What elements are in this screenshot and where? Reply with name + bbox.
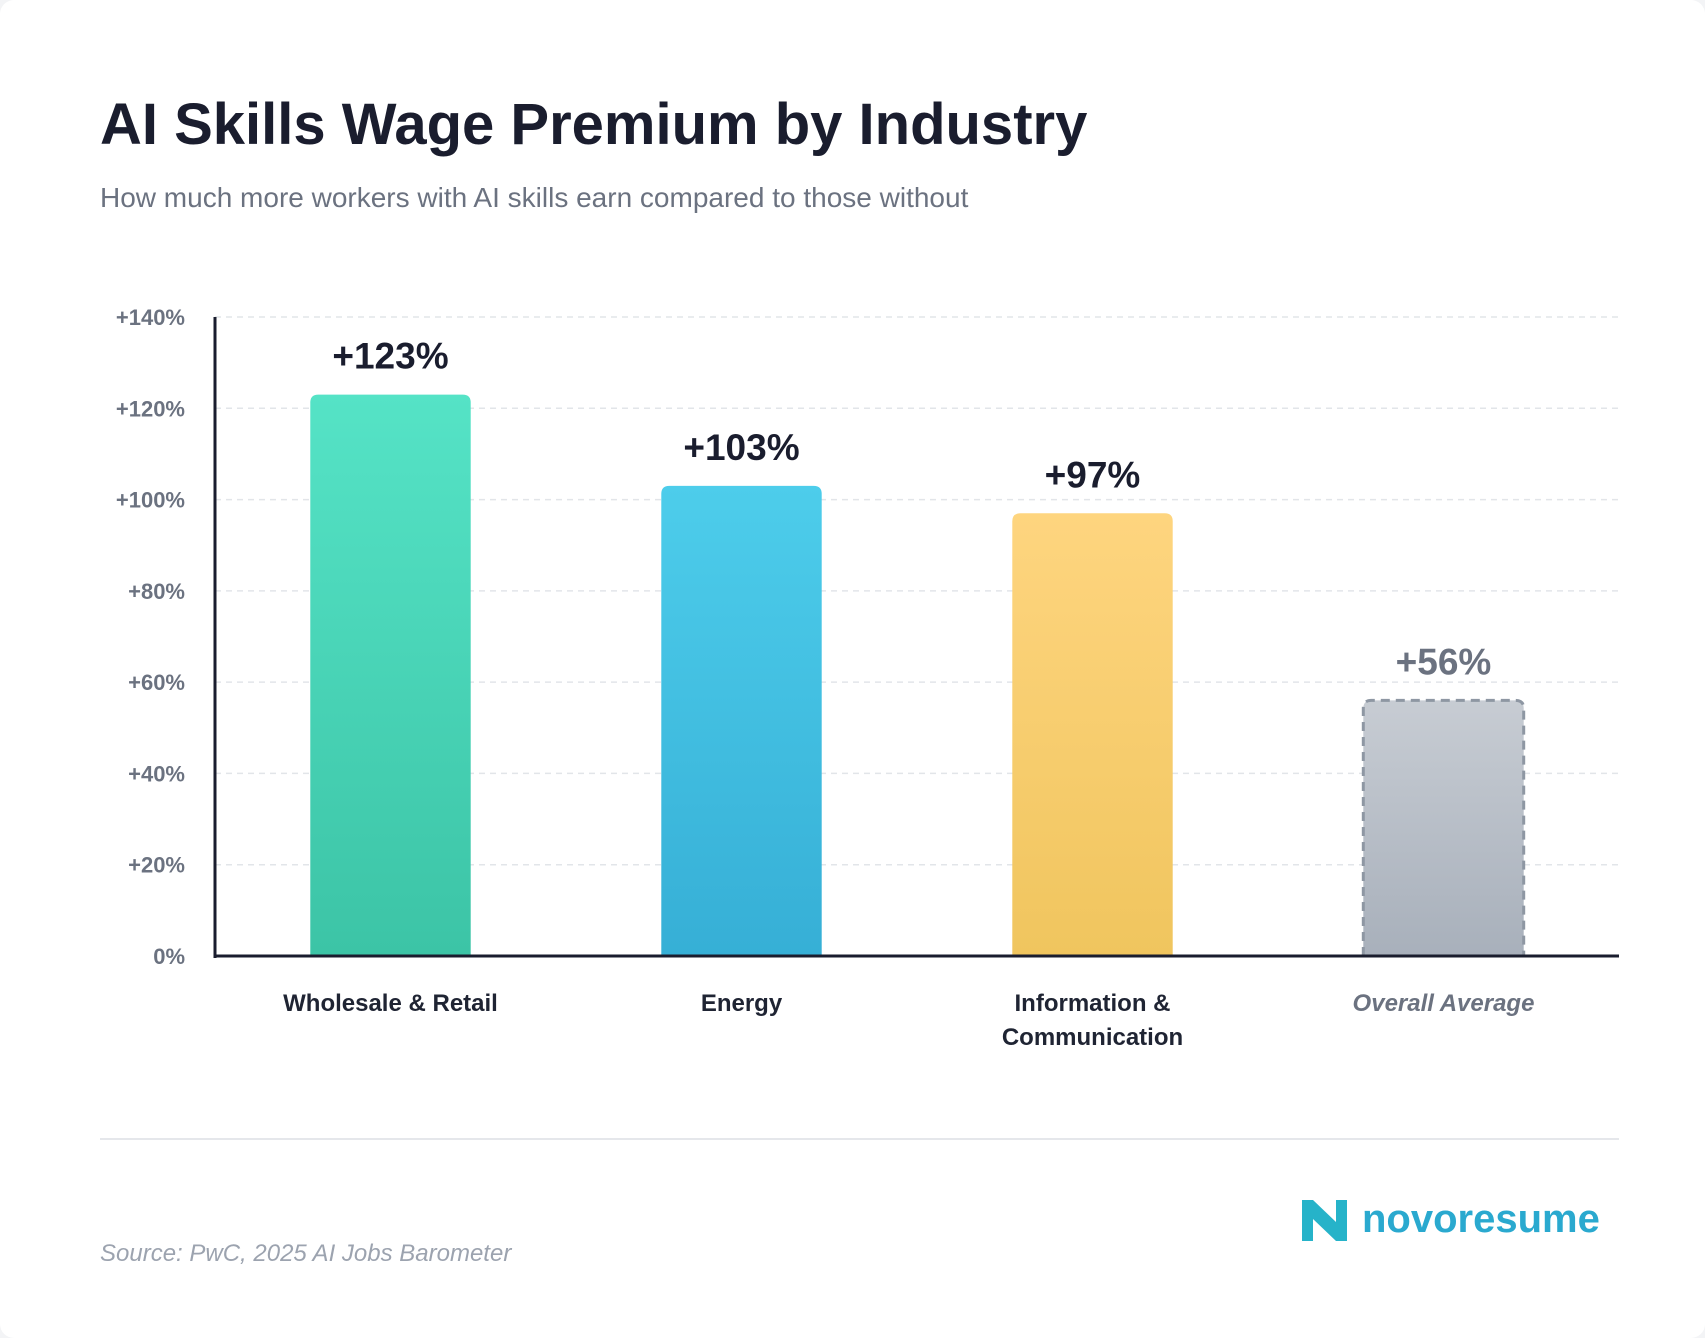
value-label: +56% bbox=[1396, 641, 1492, 682]
bar bbox=[1012, 513, 1173, 956]
logo-icon bbox=[1302, 1200, 1347, 1241]
bar bbox=[1361, 698, 1526, 956]
x-tick-label: Information & Communication bbox=[1001, 990, 1184, 1051]
chart-subtitle: How much more workers with AI skills ear… bbox=[100, 182, 969, 213]
bar bbox=[661, 485, 822, 956]
y-tick-label: +100% bbox=[116, 488, 185, 513]
value-label: +123% bbox=[332, 336, 448, 377]
value-label: +97% bbox=[1045, 454, 1141, 495]
brand-name: novoresume bbox=[1362, 1197, 1600, 1241]
brand-logo: novoresume bbox=[1302, 1197, 1600, 1241]
y-tick-label: +120% bbox=[116, 396, 185, 421]
y-tick-label: +80% bbox=[128, 579, 185, 604]
bar bbox=[310, 394, 471, 956]
x-tick-label: Energy bbox=[700, 990, 783, 1017]
chart-title: AI Skills Wage Premium by Industry bbox=[100, 92, 1087, 157]
y-tick-label: +140% bbox=[116, 305, 185, 330]
y-tick-label: +20% bbox=[128, 853, 185, 878]
y-tick-label: +60% bbox=[128, 670, 185, 695]
value-label: +103% bbox=[683, 427, 799, 468]
y-tick-label: +40% bbox=[128, 761, 185, 786]
source: Source: PwC, 2025 AI Jobs Barometer bbox=[100, 1240, 512, 1267]
x-tick-label: Overall Average bbox=[1352, 990, 1535, 1017]
y-tick-label: 0% bbox=[153, 944, 185, 969]
x-tick-label: Wholesale & Retail bbox=[283, 990, 498, 1017]
